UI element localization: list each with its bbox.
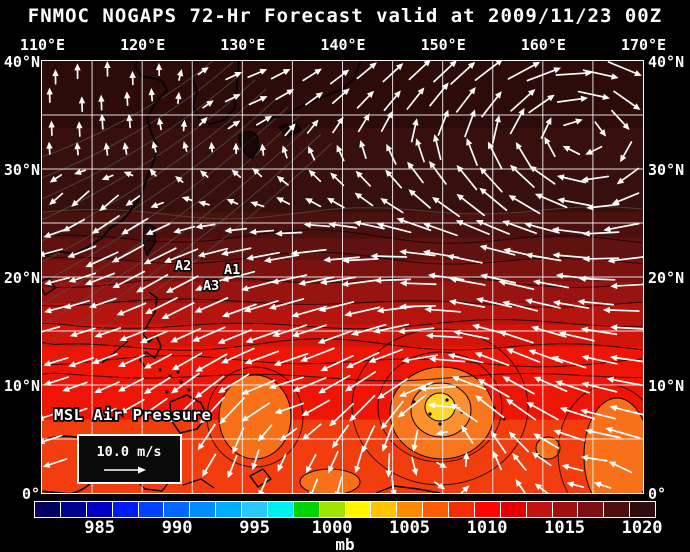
colorbar-tick-label: 1010 <box>466 518 508 538</box>
colorbar-cell <box>267 502 294 517</box>
lat-label-right: 30°N <box>648 160 685 179</box>
colorbar-cell <box>216 502 242 517</box>
colorbar-cell <box>552 502 579 517</box>
colorbar-tick-label: 1020 <box>621 518 663 538</box>
lat-label-left: 20°N <box>3 268 40 287</box>
pressure-wind-map: A1 A2 A3 MSL Air Pressure 10.0 m/s <box>42 61 643 493</box>
lon-label: 150°E <box>420 36 466 54</box>
chart-title: FNMOC NOGAPS 72-Hr Forecast valid at 200… <box>27 5 663 27</box>
lat-label-right: 40°N <box>648 52 685 71</box>
colorbar-cell <box>526 502 553 517</box>
lon-label: 140°E <box>320 36 366 54</box>
lat-label-left: 30°N <box>3 160 40 179</box>
colorbar-tick-label: 985 <box>84 518 115 538</box>
lat-label-left: 10°N <box>3 376 40 395</box>
colorbar-cell <box>578 502 605 517</box>
colorbar-cell <box>242 502 268 517</box>
grid-lines <box>42 61 643 493</box>
colorbar-cell <box>345 502 372 517</box>
colorbar-cell <box>112 502 139 517</box>
colorbar-cell <box>371 502 398 517</box>
colorbar-tick-label: 1015 <box>544 518 586 538</box>
colorbar-cell <box>190 502 217 517</box>
wind-reference-legend: 10.0 m/s <box>77 434 182 484</box>
lon-label: 110°E <box>19 36 66 54</box>
colorbar-cell <box>449 502 475 517</box>
field-label: MSL Air Pressure <box>54 406 211 424</box>
lat-label-left: 40°N <box>3 52 40 71</box>
colorbar-cell <box>474 502 501 517</box>
colorbar-cell <box>164 502 191 517</box>
colorbar <box>34 501 656 518</box>
point-label-a2: A2 <box>175 258 191 274</box>
colorbar-cell <box>500 502 527 517</box>
lat-label-right: 0° <box>648 484 667 503</box>
colorbar-cell <box>35 502 61 517</box>
lon-label: 160°E <box>520 36 566 54</box>
point-label-a1: A1 <box>224 262 240 278</box>
colorbar-cell <box>319 502 346 517</box>
colorbar-cell <box>293 502 320 517</box>
lat-label-left: 0° <box>21 484 40 503</box>
wind-arrows <box>42 61 643 493</box>
point-label-a3: A3 <box>203 278 219 294</box>
wind-speed-reference-label: 10.0 m/s <box>96 444 161 460</box>
colorbar-tick-label: 1000 <box>311 518 353 538</box>
lon-label: 120°E <box>120 36 166 54</box>
colorbar-cell <box>423 502 449 517</box>
lon-label: 130°E <box>220 36 266 54</box>
colorbar-tick-label: 990 <box>161 518 193 538</box>
colorbar-tick-label: 1005 <box>389 518 431 538</box>
colorbar-cell <box>630 502 655 517</box>
colorbar-cell <box>397 502 424 517</box>
colorbar-cell <box>604 502 631 517</box>
colorbar-tick-label: 995 <box>239 518 270 538</box>
colorbar-cell <box>138 502 165 517</box>
colorbar-cell <box>60 502 87 517</box>
lon-label: 170°E <box>620 36 667 54</box>
lat-label-right: 20°N <box>648 268 685 287</box>
colorbar-unit: mb <box>335 535 355 552</box>
annotations: A1 A2 A3 MSL Air Pressure <box>52 257 242 426</box>
map-area: A1 A2 A3 MSL Air Pressure 10.0 m/s <box>41 60 644 494</box>
lat-label-right: 10°N <box>648 376 685 395</box>
colorbar-cell <box>86 502 113 517</box>
